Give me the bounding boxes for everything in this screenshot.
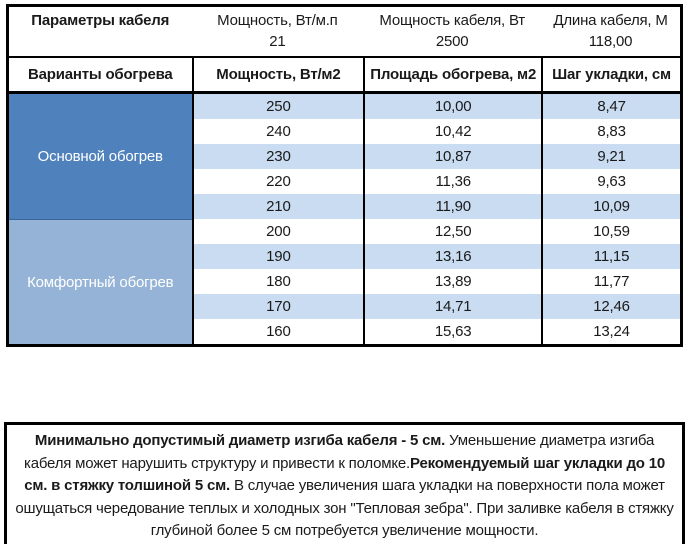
data-cell: 11,15 <box>541 244 680 269</box>
data-cell: 11,36 <box>363 169 542 194</box>
data-cell: 170 <box>191 294 364 319</box>
data-cell: 10,42 <box>363 119 542 144</box>
data-cell: 9,21 <box>541 144 680 169</box>
power-per-meter-value: 21 <box>269 33 286 50</box>
data-cell: 190 <box>191 244 364 269</box>
column-header-power: Мощность, Вт/м2 <box>191 58 364 91</box>
data-cell: 13,16 <box>363 244 542 269</box>
column-header-area: Площадь обогрева, м2 <box>363 58 541 91</box>
note-bold-text: Минимально допустимый диаметр изгиба каб… <box>34 432 446 449</box>
data-cell: 11,77 <box>541 269 680 294</box>
data-cell: 210 <box>191 194 364 219</box>
column-header-variants: Варианты обогрева <box>27 66 173 83</box>
column-header-row: Варианты обогрева Мощность, Вт/м2 Площад… <box>9 56 680 94</box>
cable-power-label: Мощность кабеля, Вт <box>379 12 525 29</box>
data-cell: 220 <box>191 169 364 194</box>
data-cell: 8,83 <box>541 119 680 144</box>
empty-cell <box>9 31 192 52</box>
cable-power-value: 2500 <box>435 33 469 50</box>
params-title: Параметры кабеля <box>31 12 170 29</box>
data-cell: 200 <box>191 219 364 244</box>
data-cell: 12,50 <box>363 219 542 244</box>
section-label: Основной обогрев <box>9 94 192 219</box>
data-cell: 10,87 <box>363 144 542 169</box>
data-cell: 160 <box>191 319 364 344</box>
installation-note: Минимально допустимый диаметр изгиба каб… <box>4 422 685 544</box>
data-cell: 180 <box>191 269 364 294</box>
note-text: В случае увеличения шага укладки на пове… <box>15 477 674 539</box>
data-cell: 8,47 <box>541 94 680 119</box>
data-cell: 15,63 <box>363 319 542 344</box>
data-cell: 12,46 <box>541 294 680 319</box>
data-cell: 14,71 <box>363 294 542 319</box>
note-text: Уменьшение диаметра изгиба кабеля может … <box>24 432 655 472</box>
data-cell: 10,09 <box>541 194 680 219</box>
section-label: Комфортный обогрев <box>9 219 192 344</box>
heating-grid: Основной обогрев 250 10,00 8,47 240 10,42 8,83… <box>9 94 680 344</box>
data-cell: 9,63 <box>541 169 680 194</box>
data-cell: 250 <box>191 94 364 119</box>
data-cell: 13,24 <box>541 319 680 344</box>
data-cell: 230 <box>191 144 364 169</box>
cable-parameters-header: Параметры кабеля Мощность, Вт/м.п Мощнос… <box>9 7 680 56</box>
cable-length-value: 118,00 <box>588 33 633 50</box>
cable-length-label: Длина кабеля, М <box>553 12 668 29</box>
data-cell: 11,90 <box>363 194 542 219</box>
data-cell: 240 <box>191 119 364 144</box>
note-bold-text: Рекомендуемый шаг укладки до 10 см. в ст… <box>24 454 665 495</box>
power-per-meter-label: Мощность, Вт/м.п <box>217 12 338 29</box>
data-cell: 13,89 <box>363 269 542 294</box>
cable-parameters-table: Параметры кабеля Мощность, Вт/м.п Мощнос… <box>6 4 683 347</box>
data-cell: 10,59 <box>541 219 680 244</box>
data-cell: 10,00 <box>363 94 542 119</box>
column-header-spacing: Шаг укладки, см <box>541 58 680 91</box>
